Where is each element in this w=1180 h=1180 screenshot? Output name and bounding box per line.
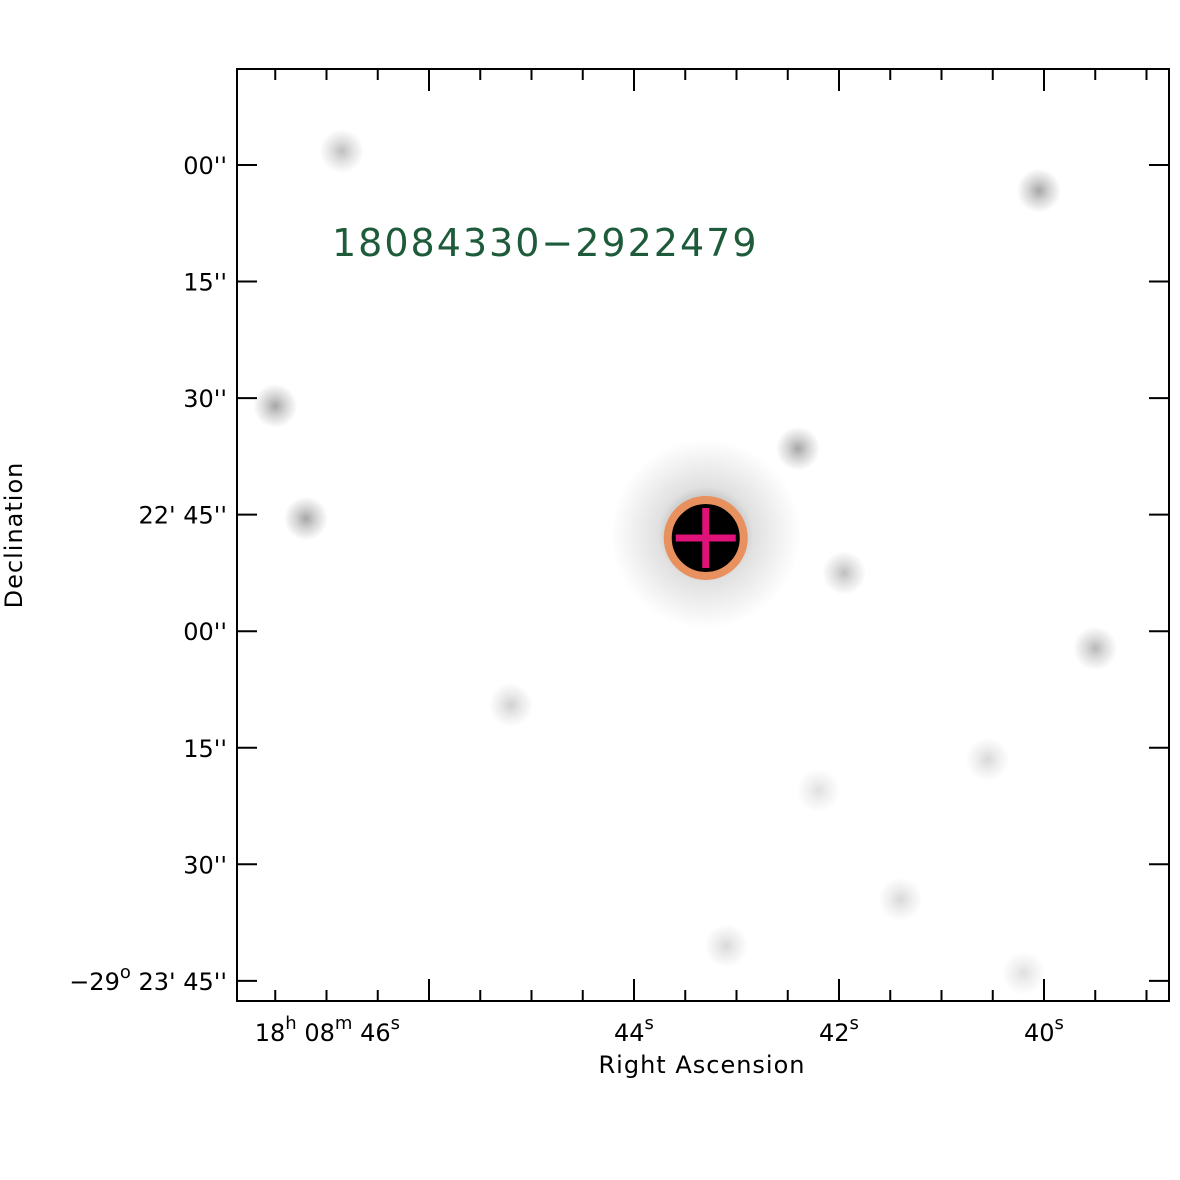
y-tick-label: 00'' <box>183 152 227 180</box>
background-star <box>878 877 923 922</box>
y-tick-label: 22' 45'' <box>139 502 228 530</box>
background-star <box>1016 168 1061 213</box>
background-star <box>822 550 867 595</box>
x-axis-title: Right Ascension <box>599 1051 806 1079</box>
target-circle <box>663 495 748 580</box>
target-marker <box>663 495 748 580</box>
background-star <box>1001 951 1046 996</box>
y-tick-label: −29o 23' 45'' <box>69 962 227 996</box>
x-tick-label: 18h 08m 46s <box>255 1013 400 1047</box>
background-star <box>284 496 328 541</box>
x-axis-tick-labels: 18h 08m 46s 44s 42s 40s <box>255 1013 1064 1047</box>
y-tick-label: 30'' <box>183 851 227 879</box>
source-id-label: 18084330−2922479 <box>332 221 759 265</box>
y-axis-title: Declination <box>0 462 28 609</box>
background-star <box>796 768 841 813</box>
y-tick-label: 15'' <box>183 269 227 297</box>
background-star <box>319 129 364 174</box>
y-axis-ticks <box>237 164 1169 982</box>
x-tick-label: 42s <box>819 1013 859 1047</box>
y-axis-tick-labels: 00'' 15'' 30'' 22' 45'' 00'' 15'' 30'' −29o 23'… <box>69 152 227 996</box>
x-axis-ticks <box>274 69 1148 1001</box>
background-star <box>489 683 533 728</box>
background-star <box>253 383 298 428</box>
x-tick-label: 44s <box>614 1013 654 1047</box>
plot-frame <box>236 68 1170 1002</box>
background-star <box>965 737 1010 782</box>
y-tick-label: 00'' <box>183 618 227 646</box>
background-star <box>704 923 749 968</box>
y-tick-label: 30'' <box>183 385 227 413</box>
x-tick-label: 40s <box>1024 1013 1064 1047</box>
background-star <box>776 426 820 471</box>
y-tick-label: 15'' <box>183 735 227 763</box>
background-star <box>1073 626 1118 671</box>
